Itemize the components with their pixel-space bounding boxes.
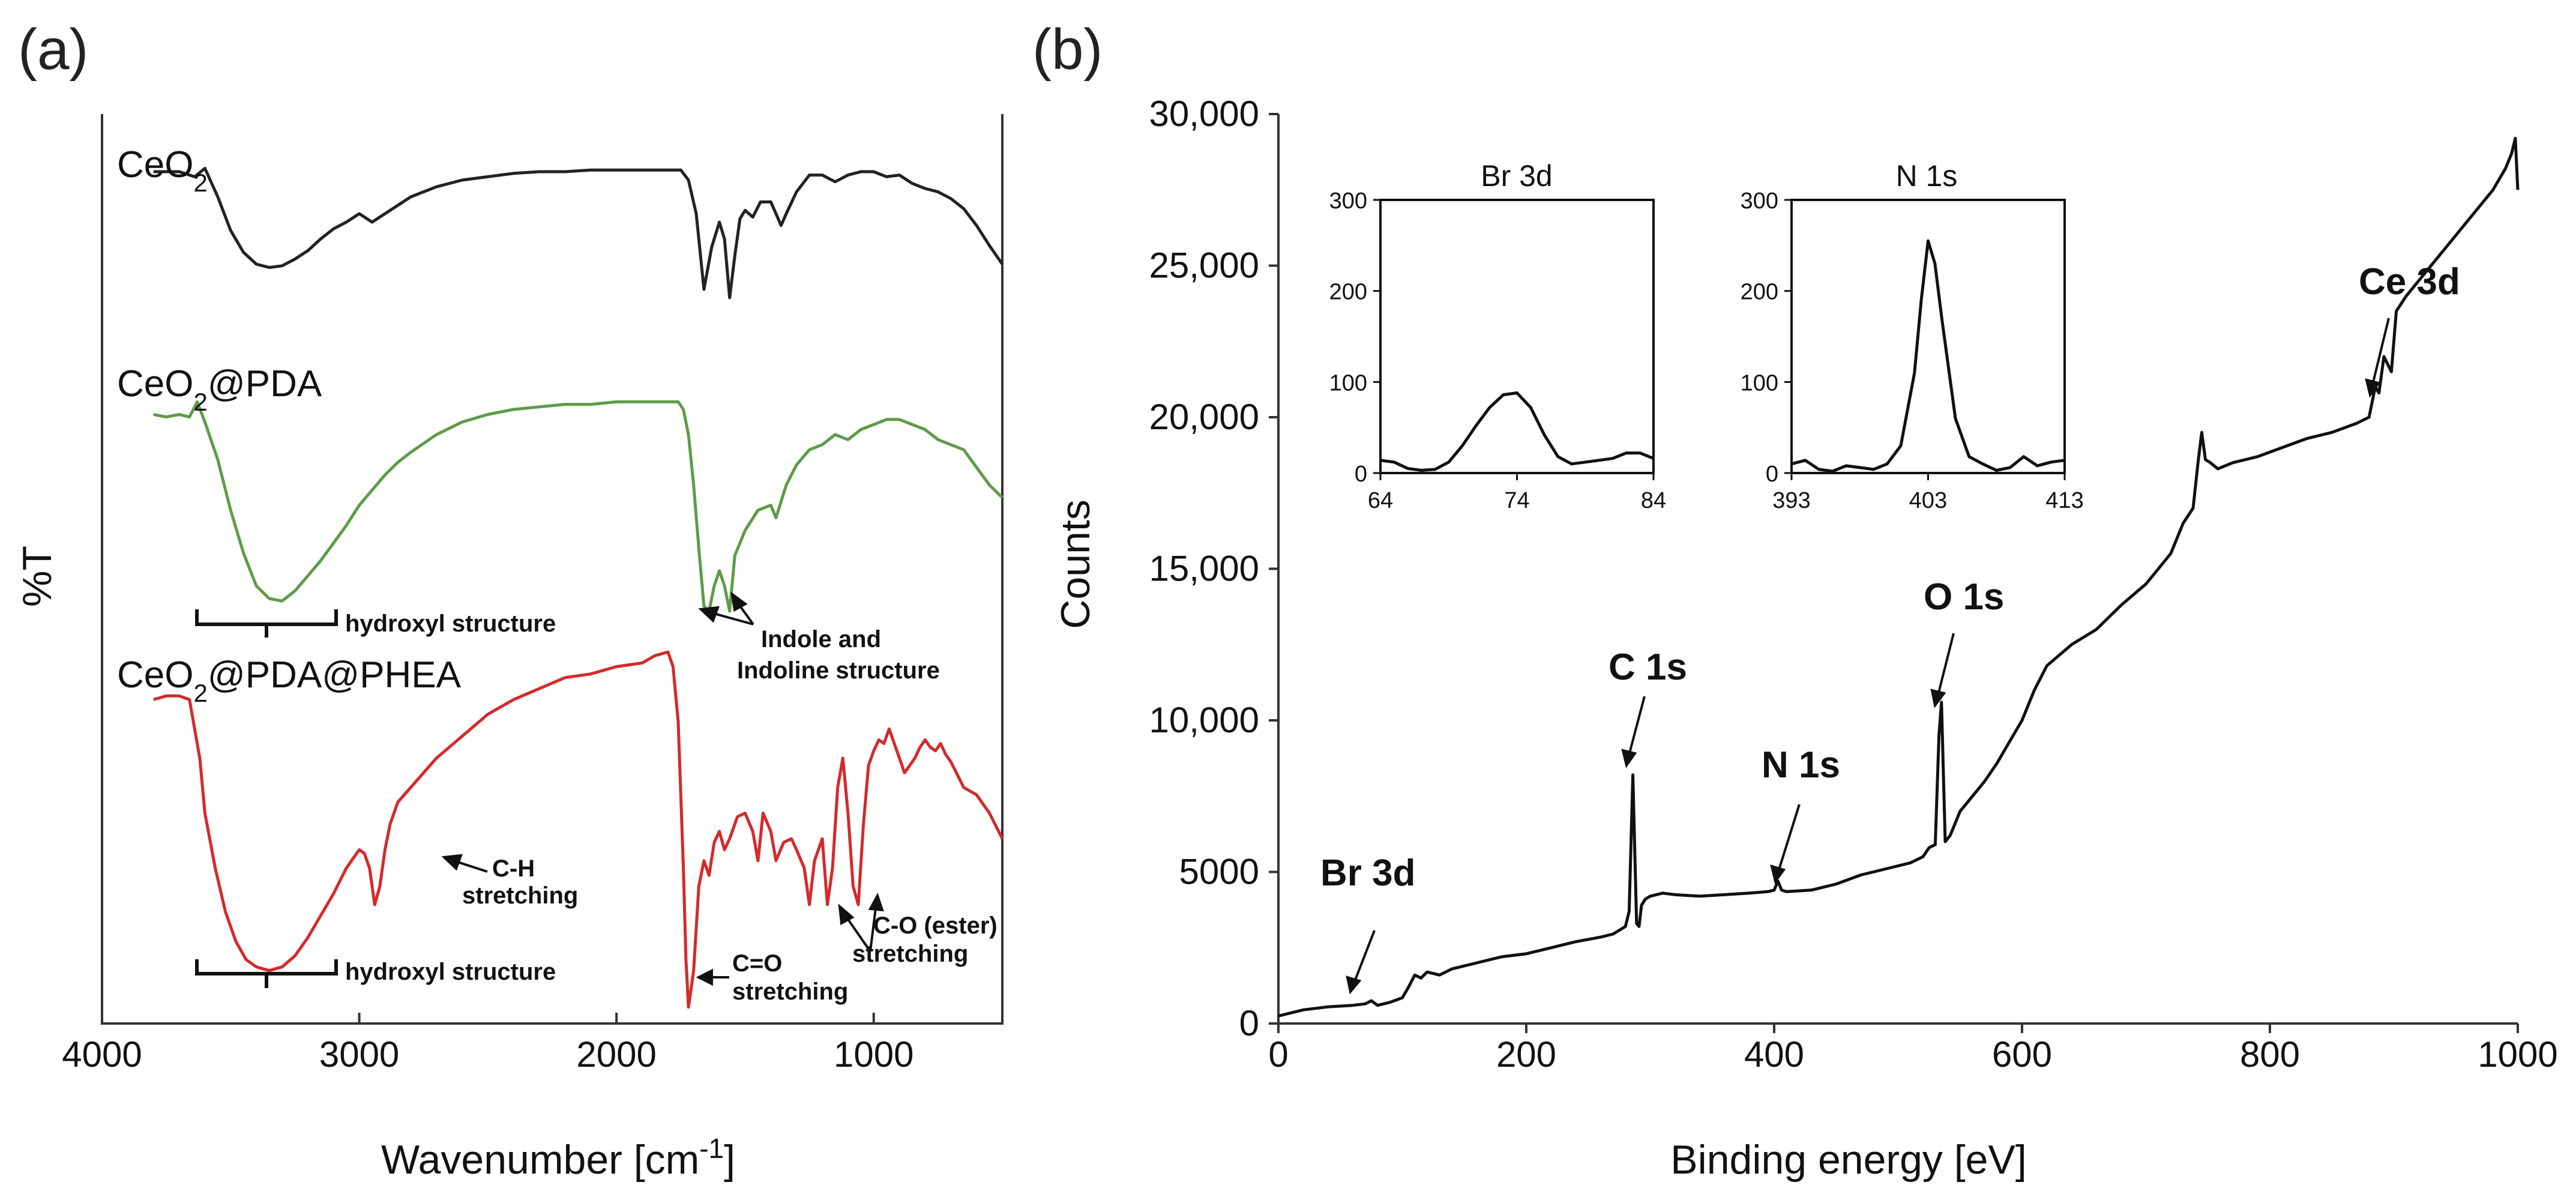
b-y-tick-label: 15,000	[1149, 549, 1259, 589]
panel-a-ftir: (a) 4000 3000 2000 1000 CeO2 CeO2@PDA CeO2@…	[14, 17, 1004, 1183]
a-axis-frame	[101, 114, 1004, 1025]
a-x-tick-label: 1000	[834, 1034, 913, 1075]
b-x-tick-label: 400	[1744, 1034, 1804, 1075]
a-ann-ester-line1: C-O (ester)	[873, 912, 998, 939]
a-ann-hydroxyl-pda: hydroxyl structure	[345, 611, 556, 637]
b-plot-area: 0 200 400 600 800 1000 0500010,00015,00020,00…	[1149, 94, 2557, 1075]
inset-x-tick-label: 393	[1772, 488, 1810, 513]
b-peak-c1s: C 1s	[1608, 647, 1687, 688]
b-y-ticks: 0 5000 10,000 15,000 20,000 25,000 30,000	[1149, 94, 1278, 1043]
a-x-axis-title: Wavenumber [cm-1]	[381, 1133, 735, 1183]
a-label-ceo2: CeO2	[117, 144, 208, 197]
b-axis-frame	[1277, 114, 2518, 1025]
inset-n1s: N 1s 393 403 413 0 100 200 300	[1741, 159, 2084, 513]
a-plot-area: 4000 3000 2000 1000	[62, 114, 1004, 1075]
inset-br3d-ticks: 64 74 84 0 100 200 300	[1329, 188, 1667, 513]
inset-x-tick-label: 84	[1641, 488, 1666, 513]
b-y-tick-label: 25,000	[1149, 246, 1259, 286]
inset-y-tick-label: 0	[1766, 462, 1778, 487]
inset-y-tick-label: 200	[1329, 280, 1367, 305]
inset-x-tick-label: 74	[1504, 488, 1529, 513]
b-x-tick-label: 600	[1992, 1034, 2052, 1075]
a-x-tick-label: 4000	[62, 1034, 142, 1075]
inset-n1s-series	[1791, 239, 2065, 473]
a-ann-co-line1: C=O	[732, 950, 782, 977]
a-arrows	[441, 591, 884, 986]
b-y-tick-label: 20,000	[1149, 397, 1259, 437]
b-y-tick-label: 10,000	[1149, 700, 1259, 740]
a-label-ceo2-pda: CeO2@PDA	[117, 363, 322, 416]
inset-br3d: Br 3d 64 74 84 0 100 200 300	[1329, 159, 1667, 513]
a-series-line-0	[153, 166, 1004, 300]
b-x-tick-label: 800	[2240, 1034, 2300, 1075]
b-peak-br3d: Br 3d	[1320, 852, 1415, 894]
inset-br3d-series	[1380, 391, 1654, 472]
inset-x-tick-label: 413	[2045, 488, 2083, 513]
b-y-tick-label: 0	[1239, 1003, 1259, 1043]
a-series-line-1	[153, 400, 1004, 613]
a-ann-co-line2: stretching	[732, 978, 848, 1005]
b-peak-o1s: O 1s	[1924, 576, 2004, 618]
panel-b-xps: (b) 0 200 400 600 800 1000 0500010,00015,0002…	[1032, 17, 2558, 1183]
b-peak-n1s: N 1s	[1762, 744, 1840, 786]
inset-y-tick-label: 200	[1741, 280, 1778, 305]
inset-0-line	[1380, 391, 1654, 472]
a-bracket-hydroxyl-phea	[195, 959, 338, 988]
b-x-tick-label: 200	[1496, 1034, 1556, 1075]
inset-y-tick-label: 300	[1329, 188, 1367, 214]
panel-b-label: (b)	[1032, 17, 1103, 82]
inset-br3d-frame	[1379, 199, 1655, 474]
a-x-ticks: 4000 3000 2000 1000	[62, 1013, 913, 1075]
b-y-axis-title: Counts	[1053, 499, 1098, 629]
a-x-tick-label: 3000	[319, 1034, 399, 1075]
inset-x-tick-label: 403	[1909, 488, 1947, 513]
b-peak-ce3d: Ce 3d	[2359, 261, 2460, 303]
a-ann-ester-line2: stretching	[852, 941, 968, 967]
b-x-axis-title: Binding energy [eV]	[1670, 1137, 2027, 1183]
inset-y-tick-label: 100	[1741, 370, 1778, 396]
a-ann-ch-line2: stretching	[462, 882, 578, 909]
b-y-tick-label: 5000	[1179, 852, 1259, 892]
inset-n1s-title: N 1s	[1896, 159, 1958, 193]
inset-x-tick-label: 64	[1368, 488, 1393, 513]
a-bracket-hydroxyl-pda	[195, 609, 338, 638]
a-ann-ch-line1: C-H	[492, 855, 535, 882]
a-label-ceo2-pda-phea: CeO2@PDA@PHEA	[117, 654, 462, 707]
a-ann-indole-line1: Indole and	[761, 626, 881, 653]
panel-a-label: (a)	[18, 17, 88, 82]
b-x-tick-label: 0	[1268, 1034, 1288, 1075]
inset-y-tick-label: 100	[1329, 370, 1367, 396]
a-series-line-2	[153, 650, 1004, 1009]
inset-n1s-ticks: 393 403 413 0 100 200 300	[1741, 188, 2084, 513]
a-y-axis-title: %T	[14, 546, 60, 607]
inset-y-tick-label: 0	[1355, 462, 1367, 487]
inset-y-tick-label: 300	[1741, 188, 1778, 214]
b-x-ticks: 0 200 400 600 800 1000	[1268, 1024, 2558, 1075]
inset-br3d-title: Br 3d	[1481, 159, 1553, 193]
a-x-tick-label: 2000	[576, 1034, 656, 1075]
b-series-line-0	[1278, 136, 2520, 1018]
a-series-group	[153, 166, 1004, 1009]
b-y-tick-label: 30,000	[1149, 94, 1259, 134]
a-ann-indole-line2: Indoline structure	[737, 657, 940, 684]
b-x-tick-label: 1000	[2478, 1034, 2557, 1075]
a-ann-hydroxyl-phea: hydroxyl structure	[345, 959, 556, 985]
inset-1-line	[1791, 239, 2065, 473]
b-peak-arrows	[1346, 318, 2390, 995]
b-series-group	[1278, 136, 2520, 1018]
